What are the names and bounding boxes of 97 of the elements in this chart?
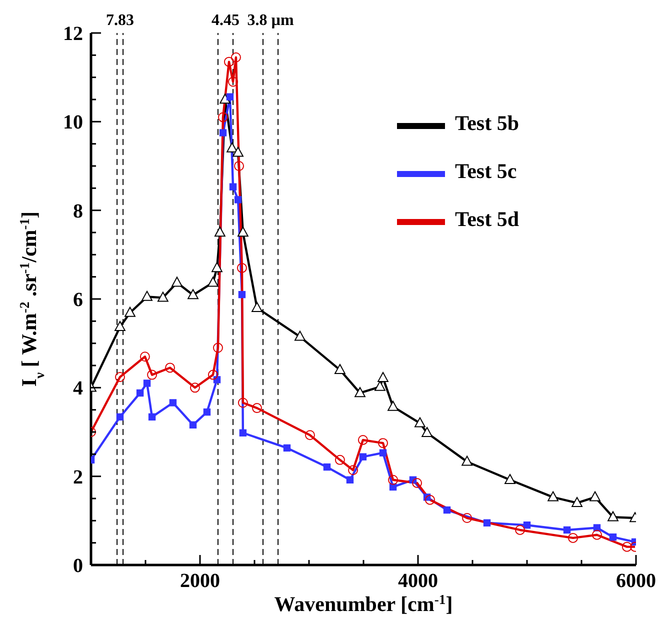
y-tick-label: 4 xyxy=(73,378,83,400)
point xyxy=(378,438,388,448)
point xyxy=(148,413,156,421)
point xyxy=(220,94,231,104)
point xyxy=(294,330,306,341)
text: 7.83 xyxy=(106,12,134,29)
y-tick-label: 6 xyxy=(73,289,83,311)
point xyxy=(374,380,386,391)
point xyxy=(252,403,262,414)
text: 3.8 µm xyxy=(247,12,294,29)
point xyxy=(378,372,388,382)
point xyxy=(124,306,136,317)
point xyxy=(238,290,246,298)
point xyxy=(212,342,223,353)
point xyxy=(590,491,600,502)
point xyxy=(388,474,398,485)
point xyxy=(114,372,125,382)
point xyxy=(323,463,331,471)
point xyxy=(226,142,238,152)
point xyxy=(608,511,618,522)
y-tick-label: 8 xyxy=(73,200,83,222)
point xyxy=(424,494,435,505)
point xyxy=(346,476,354,484)
point xyxy=(358,434,368,445)
x-tick-label: 6000 xyxy=(616,570,656,592)
point xyxy=(208,370,218,380)
point xyxy=(334,454,345,465)
point xyxy=(157,292,168,302)
point xyxy=(592,530,602,540)
point xyxy=(188,289,198,300)
point xyxy=(229,183,237,190)
point xyxy=(169,399,177,406)
point xyxy=(236,262,247,273)
x-axis-title: Wavenumber [cm$^{-1}$] xyxy=(274,592,453,616)
point xyxy=(165,362,176,373)
point xyxy=(515,524,526,535)
point xyxy=(388,400,398,411)
y-tick-label: 0 xyxy=(73,555,83,577)
y-tick-label: 12 xyxy=(63,23,83,45)
y-tick-label: 10 xyxy=(63,112,83,134)
point xyxy=(548,491,558,502)
text: 4.45 xyxy=(212,12,240,29)
point xyxy=(283,444,291,452)
y-tick-label: 2 xyxy=(73,466,83,488)
point xyxy=(462,513,472,524)
point xyxy=(190,382,200,393)
point xyxy=(443,506,451,514)
point xyxy=(354,387,366,398)
legend-label: Test 5c xyxy=(455,158,517,183)
point xyxy=(203,408,211,416)
point xyxy=(189,421,197,429)
point xyxy=(136,389,144,397)
point xyxy=(214,226,226,237)
point xyxy=(523,522,531,529)
point xyxy=(228,76,238,87)
point xyxy=(348,465,358,476)
point xyxy=(622,542,632,552)
point xyxy=(172,276,182,287)
point xyxy=(504,474,516,484)
point xyxy=(143,380,151,387)
x-tick-label: 2000 xyxy=(180,570,220,592)
point xyxy=(359,453,367,460)
point xyxy=(483,519,491,526)
legend-label: Test 5b xyxy=(455,110,519,135)
point xyxy=(252,302,262,312)
point xyxy=(379,449,387,456)
point xyxy=(234,161,244,171)
legend-label: Test 5d xyxy=(455,206,519,231)
point xyxy=(224,56,234,67)
point xyxy=(140,352,150,362)
point xyxy=(232,146,244,157)
point xyxy=(213,376,221,384)
point xyxy=(412,478,422,488)
point xyxy=(563,526,571,534)
point xyxy=(334,364,346,374)
x-tick-label: 4000 xyxy=(398,570,438,592)
point xyxy=(568,532,578,543)
point xyxy=(212,262,222,272)
point xyxy=(218,112,228,122)
point xyxy=(116,413,124,421)
point xyxy=(239,429,247,436)
point xyxy=(147,370,158,380)
point xyxy=(142,290,152,301)
point xyxy=(238,398,248,408)
point xyxy=(114,321,126,332)
point xyxy=(208,276,218,287)
point xyxy=(226,93,234,100)
point xyxy=(609,533,617,541)
point xyxy=(230,52,241,62)
point xyxy=(572,497,582,508)
point xyxy=(414,417,426,428)
point xyxy=(234,196,242,204)
point xyxy=(304,430,315,440)
point xyxy=(462,456,472,466)
point xyxy=(422,426,432,437)
point xyxy=(219,129,227,136)
point xyxy=(237,226,248,237)
